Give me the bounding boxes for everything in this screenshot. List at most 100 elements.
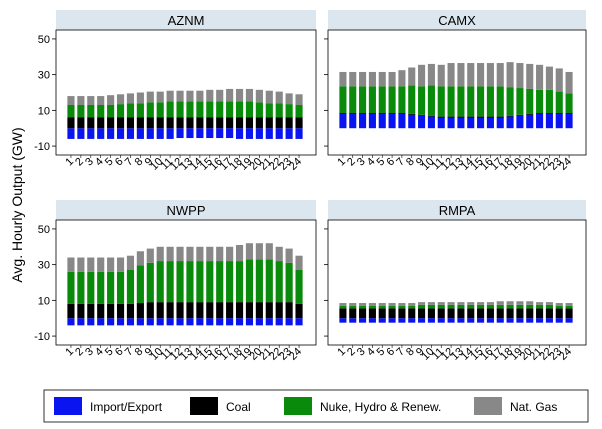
bar-coal (486, 116, 494, 118)
bar-coal (388, 113, 396, 114)
bar-nuke-hydro-renew (349, 305, 357, 309)
bar-nat-gas (496, 301, 504, 305)
y-tick-label: 30 (38, 260, 50, 272)
bar-coal (67, 303, 75, 319)
bar-import-export (226, 128, 234, 139)
legend-label-import-export: Import/Export (90, 400, 163, 414)
bar-nat-gas (136, 92, 144, 104)
bar-import-export (166, 128, 174, 139)
bar-nat-gas (536, 64, 544, 90)
bar-coal (97, 303, 105, 319)
y-tick-label: -10 (34, 331, 50, 343)
bar-nat-gas (146, 248, 154, 263)
bar-nuke-hydro-renew (418, 86, 426, 115)
bar-nuke-hydro-renew (87, 271, 95, 304)
bar-nuke-hydro-renew (457, 304, 465, 309)
bar-coal (378, 308, 386, 319)
bar-nuke-hydro-renew (186, 261, 194, 303)
bar-nuke-hydro-renew (196, 261, 204, 303)
panel-title: NWPP (167, 203, 206, 218)
legend-label-nat-gas: Nat. Gas (510, 400, 557, 414)
bar-import-export (97, 318, 105, 326)
bar-nat-gas (486, 63, 494, 87)
bar-import-export (176, 128, 184, 139)
bar-import-export (477, 117, 485, 129)
bar-import-export (116, 318, 125, 326)
bar-import-export (467, 318, 475, 323)
bar-import-export (437, 117, 445, 129)
bar-import-export (126, 318, 135, 326)
bar-import-export (418, 318, 426, 323)
bar-coal (196, 302, 204, 319)
bar-nuke-hydro-renew (516, 304, 524, 309)
bar-coal (226, 302, 234, 319)
bar-nat-gas (206, 246, 214, 262)
bar-coal (545, 113, 553, 114)
bar-nat-gas (496, 63, 504, 87)
bar-nuke-hydro-renew (418, 304, 426, 309)
bar-coal (536, 308, 544, 319)
bar-coal (186, 302, 194, 319)
bar-coal (437, 308, 445, 319)
bar-nat-gas (457, 63, 465, 87)
bar-nat-gas (349, 71, 357, 87)
bar-nat-gas (506, 301, 514, 305)
bar-coal (206, 302, 214, 319)
bar-import-export (206, 128, 214, 139)
bar-nat-gas (388, 303, 396, 306)
bar-import-export (545, 113, 553, 129)
bar-import-export (467, 117, 475, 129)
bar-nuke-hydro-renew (457, 86, 465, 117)
bar-coal (565, 113, 573, 114)
bar-nuke-hydro-renew (166, 101, 174, 118)
bar-coal (427, 115, 435, 117)
bar-nuke-hydro-renew (398, 305, 406, 309)
bar-coal (408, 308, 416, 319)
bar-nuke-hydro-renew (359, 86, 367, 114)
bar-nat-gas (555, 68, 563, 92)
bar-coal (457, 116, 465, 118)
panel-title-strip (56, 10, 316, 30)
bar-coal (285, 117, 293, 129)
bar-nuke-hydro-renew (136, 265, 144, 304)
bar-import-export (136, 128, 144, 139)
bar-import-export (359, 318, 367, 323)
bar-nuke-hydro-renew (545, 304, 553, 309)
bar-coal (295, 117, 303, 129)
bar-import-export (156, 318, 164, 326)
bar-import-export (536, 113, 544, 129)
bar-nat-gas (146, 91, 154, 103)
bar-import-export (116, 128, 125, 139)
bar-coal (565, 308, 573, 319)
bar-coal (378, 113, 386, 114)
bar-import-export (166, 318, 174, 326)
bar-nat-gas (486, 302, 494, 305)
bar-coal (245, 117, 254, 129)
legend-swatch-nat-gas (474, 397, 502, 415)
bar-nuke-hydro-renew (408, 305, 416, 309)
bar-nat-gas (398, 70, 406, 87)
bar-coal (285, 302, 293, 319)
bar-coal (516, 308, 524, 319)
bar-nat-gas (295, 94, 303, 105)
legend-swatch-import-export (54, 397, 82, 415)
panel-nwpp: NWPP-10103050123456789101112131415161718… (34, 200, 317, 363)
bar-import-export (516, 318, 524, 323)
bar-nuke-hydro-renew (166, 261, 174, 303)
bar-coal (206, 117, 214, 129)
bar-import-export (486, 318, 494, 323)
bar-import-export (216, 128, 224, 139)
bar-import-export (107, 318, 115, 326)
bar-import-export (516, 115, 524, 129)
bar-coal (265, 117, 273, 129)
bar-nuke-hydro-renew (477, 86, 485, 117)
bar-nuke-hydro-renew (437, 86, 445, 117)
bar-coal (255, 302, 263, 319)
bar-nuke-hydro-renew (378, 86, 386, 114)
bar-nuke-hydro-renew (226, 101, 234, 118)
bar-nat-gas (245, 88, 254, 102)
bar-import-export (506, 116, 514, 129)
bar-nuke-hydro-renew (536, 89, 544, 114)
bar-coal (136, 303, 144, 319)
bar-import-export (255, 128, 263, 139)
